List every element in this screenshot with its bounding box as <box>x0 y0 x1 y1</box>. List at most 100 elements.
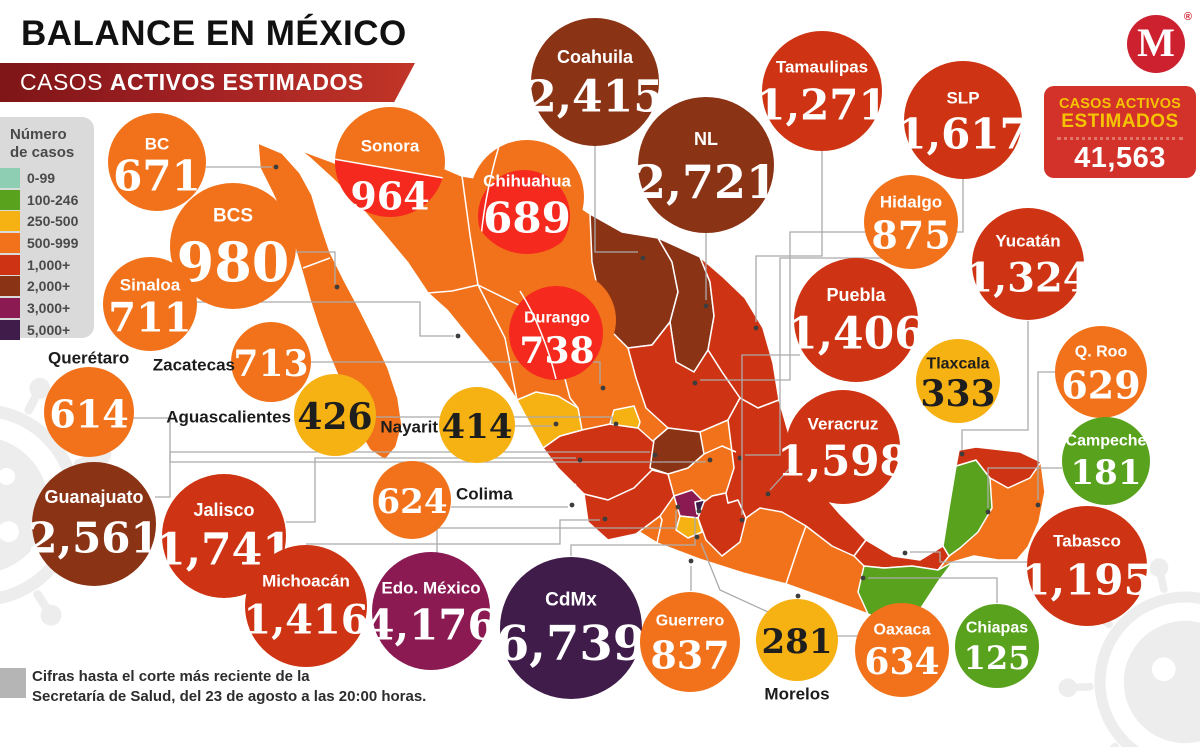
bubble-value: 181 <box>1071 453 1142 493</box>
connector-line-zacatecas <box>311 361 601 384</box>
bubble-circle <box>170 183 296 309</box>
bubble-circle <box>108 113 206 211</box>
connector-line-coahuila <box>594 146 638 253</box>
title-prefix: BALANCE EN <box>21 14 256 53</box>
connector-line-guanajuato <box>155 451 650 498</box>
legend-title-line2: de casos <box>10 144 75 161</box>
bubble-circle <box>762 31 882 151</box>
legend-range-label: 5,000+ <box>27 321 71 338</box>
bubble-morelos: 281 Morelos <box>756 599 838 704</box>
bubble-circle <box>531 18 659 146</box>
state-shape-nayarit <box>516 391 583 449</box>
bubble-puebla: Puebla 1,406 <box>787 258 925 382</box>
bubble-value: 281 <box>762 622 833 662</box>
bubble-value: 671 <box>113 152 201 201</box>
map-marker-dot-tamaulipas <box>753 325 759 331</box>
outside-state-label: Aguascalientes <box>166 408 291 427</box>
map-marker-dot-slp <box>692 380 698 386</box>
connector-line-queretaro <box>133 417 706 463</box>
bubble-value: 2,561 <box>28 514 160 563</box>
bubble-value: 1,406 <box>787 309 925 360</box>
map-marker-dot-chiapas <box>860 575 866 581</box>
bubble-value: 1,416 <box>243 597 368 644</box>
state-border-line <box>302 257 331 269</box>
bubble-colima: 624 Colima <box>373 461 513 539</box>
bubble-value: 414 <box>442 407 513 447</box>
state-border-line <box>785 525 807 585</box>
legend-rows: 0-99 100-246 250-500 500-999 1,000+ 2,000+ 3,0… <box>0 168 94 340</box>
connector-line-hidalgo <box>745 257 890 456</box>
total-box: CASOS ACTIVOS ESTIMADOS 41,563 <box>1044 86 1196 178</box>
legend-item: 250-500 <box>0 211 94 232</box>
map-marker-dot-colima <box>569 502 575 508</box>
bubble-value: 2,415 <box>526 72 664 123</box>
bubble-state-label: Edo. México <box>381 579 480 598</box>
outside-state-label: Colima <box>456 485 513 504</box>
bubble-value: 713 <box>233 343 308 385</box>
bubble-value: 629 <box>1061 363 1140 408</box>
bubble-qroo: Q. Roo 629 <box>1055 326 1147 418</box>
bubble-circle <box>294 374 376 456</box>
map-marker-dot-edomex <box>675 504 681 510</box>
bubble-value: 634 <box>864 641 939 683</box>
legend-title: Número de casos <box>0 117 94 168</box>
connector-line-michoacan <box>306 519 600 545</box>
bubble-state-label: Hidalgo <box>880 193 942 212</box>
bubble-chihuahua: Chihuahua 689 <box>470 140 584 254</box>
map-marker-dot-zacatecas <box>600 385 606 391</box>
bubble-state-label: Durango <box>524 310 590 327</box>
connector-line-cdmx <box>570 517 696 556</box>
bubble-tabasco: Tabasco 1,195 <box>1021 506 1153 626</box>
bubble-state-label: BC <box>145 135 170 154</box>
footer-marker <box>0 668 26 698</box>
map-marker-dot-oaxaca <box>795 593 801 599</box>
bubble-circle <box>231 322 311 402</box>
legend-range-label: 100-246 <box>27 191 79 208</box>
bubble-edomex: Edo. México 4,176 <box>365 552 497 670</box>
bubble-value: 964 <box>350 174 429 219</box>
bubble-michoacan: Michoacán 1,416 <box>243 545 369 667</box>
bubble-value: 2,721 <box>634 155 778 209</box>
map-marker-dot-bcs <box>334 284 340 290</box>
connector-line-jalisco <box>286 457 576 523</box>
map-marker-dot-veracruz <box>765 491 771 497</box>
bubble-circle <box>1055 326 1147 418</box>
bubble-state-label: Tamaulipas <box>776 58 868 77</box>
bubble-state-label: Tabasco <box>1053 532 1121 551</box>
bubble-circle <box>245 545 367 667</box>
map-marker-dot-aguascalientes <box>613 421 619 427</box>
map-marker-dot-campeche <box>985 509 991 515</box>
bubble-circle <box>509 286 603 380</box>
bubble-state-label: Chiapas <box>966 620 1028 637</box>
state-border-line <box>703 445 737 455</box>
bubble-state-label: Guanajuato <box>44 487 143 507</box>
legend-range-label: 500-999 <box>27 235 79 252</box>
milenio-logo: M ® <box>1127 11 1192 73</box>
bubble-state-label: Oaxaca <box>874 622 931 639</box>
outside-state-label: Morelos <box>764 685 829 704</box>
bubble-value: 1,271 <box>756 81 888 130</box>
state-shape-tabasco <box>853 539 950 571</box>
bubble-state-label: NL <box>694 129 718 149</box>
bubble-circle <box>972 208 1084 320</box>
total-box-line1: CASOS ACTIVOS <box>1058 96 1182 112</box>
bubble-circle <box>916 339 1000 423</box>
page-title: BALANCE EN MÉXICO <box>21 14 407 54</box>
banner-emphasis: ACTIVOS ESTIMADOS <box>109 69 364 95</box>
dotted-divider <box>1057 136 1183 140</box>
bubble-circle <box>103 257 197 351</box>
bubble-circle <box>500 557 642 699</box>
bubble-circle <box>44 367 134 457</box>
bubble-circle <box>1062 417 1150 505</box>
bubble-value: 624 <box>377 482 448 522</box>
connector-line-campeche <box>987 467 1062 508</box>
bubble-state-label: Guerrero <box>656 613 725 630</box>
title-emphasis: MÉXICO <box>265 14 407 53</box>
